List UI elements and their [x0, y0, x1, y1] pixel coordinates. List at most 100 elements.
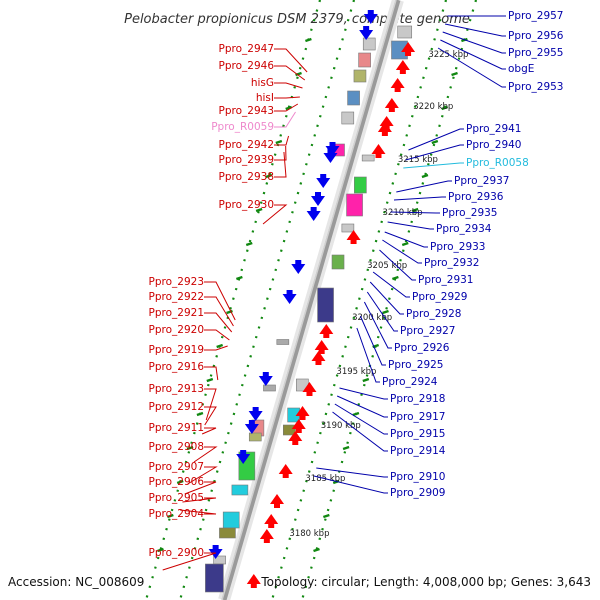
gene-label-ppro_2930[interactable]: Ppro_2930: [219, 199, 274, 211]
genome-summary-text: Topology: circular; Length: 4,008,000 bp…: [260, 575, 591, 589]
gene-label-ppro_2908[interactable]: Ppro_2908: [149, 441, 204, 453]
gene-block: [248, 432, 262, 442]
guide-tick: [411, 207, 419, 213]
label-leader-line: [334, 403, 388, 435]
genome-backbone: [221, 0, 401, 600]
gene-label-ppro_2929[interactable]: Ppro_2929: [412, 291, 467, 303]
gene-block: [276, 339, 290, 345]
gene-label-ppro_2923[interactable]: Ppro_2923: [149, 276, 204, 288]
guide-tick: [401, 241, 409, 247]
gene-label-hisg[interactable]: hisG: [251, 77, 274, 89]
gene-label-ppro_r0059[interactable]: Ppro_R0059: [211, 121, 274, 133]
gene-label-ppro_2924[interactable]: Ppro_2924: [382, 376, 438, 388]
gene-block: [397, 25, 413, 39]
gene-label-ppro_2918[interactable]: Ppro_2918: [390, 393, 445, 405]
track-guide-line: [270, 0, 448, 600]
accession-text: Accession: NC_008609: [8, 575, 144, 589]
gene-label-ppro_2922[interactable]: Ppro_2922: [149, 291, 204, 303]
forward-gene-arrow: [295, 406, 310, 420]
label-leader-line: [393, 196, 446, 201]
gene-block: [219, 527, 236, 539]
forward-gene-arrow: [401, 42, 416, 56]
gene-label-ppro_2936[interactable]: Ppro_2936: [448, 191, 504, 203]
gene-label-ppro_2942[interactable]: Ppro_2942: [219, 139, 274, 151]
label-leader-line: [396, 180, 452, 193]
label-leader-line: [440, 39, 506, 70]
gene-label-ppro_2933[interactable]: Ppro_2933: [430, 241, 485, 253]
gene-block: [331, 254, 345, 270]
gene-label-ppro_2938[interactable]: Ppro_2938: [219, 171, 274, 183]
gene-label-ppro_2947[interactable]: Ppro_2947: [219, 43, 274, 55]
scale-label: 3205 kbp: [367, 261, 407, 271]
track-guides: [144, 0, 478, 600]
label-leader-line: [180, 509, 217, 515]
gene-label-ppro_2909[interactable]: Ppro_2909: [390, 487, 445, 499]
gene-label-obge[interactable]: obgE: [508, 63, 534, 75]
gene-block: [205, 563, 224, 593]
gene-label-ppro_2955[interactable]: Ppro_2955: [508, 47, 563, 59]
gene-block: [353, 69, 367, 83]
gene-label-ppro_2925[interactable]: Ppro_2925: [388, 359, 443, 371]
label-leader-line: [184, 481, 217, 495]
label-leader-line: [274, 103, 299, 112]
gene-label-ppro_2927[interactable]: Ppro_2927: [400, 325, 455, 337]
forward-gene-arrow: [377, 122, 392, 136]
gene-label-ppro_2928[interactable]: Ppro_2928: [406, 308, 461, 320]
label-leader-line: [204, 296, 234, 327]
label-leader-line: [201, 427, 217, 435]
gene-label-ppro_2935[interactable]: Ppro_2935: [442, 207, 497, 219]
gene-label-ppro_2915[interactable]: Ppro_2915: [390, 428, 445, 440]
label-leader-line: [274, 151, 287, 178]
gene-label-hisi[interactable]: hisI: [256, 92, 274, 104]
gene-label-ppro_2914[interactable]: Ppro_2914: [390, 445, 446, 457]
label-leader-line: [204, 281, 236, 321]
gene-label-ppro_2913[interactable]: Ppro_2913: [149, 383, 204, 395]
gene-label-ppro_2916[interactable]: Ppro_2916: [149, 361, 205, 373]
guide-tick: [441, 105, 449, 111]
gene-label-ppro_2920[interactable]: Ppro_2920: [149, 324, 204, 336]
gene-block: [354, 176, 367, 194]
scale-label: 3190 kbp: [321, 421, 361, 431]
gene-label-ppro_2926[interactable]: Ppro_2926: [394, 342, 450, 354]
gene-label-ppro_2937[interactable]: Ppro_2937: [454, 175, 509, 187]
forward-gene-arrow: [319, 324, 334, 338]
gene-label-ppro_2906[interactable]: Ppro_2906: [149, 476, 205, 488]
label-leader-line: [384, 231, 428, 248]
label-leaders: [162, 15, 506, 571]
gene-label-ppro_2905[interactable]: Ppro_2905: [149, 492, 204, 504]
gene-label-ppro_2932[interactable]: Ppro_2932: [424, 257, 479, 269]
gene-label-ppro_2911[interactable]: Ppro_2911: [149, 422, 204, 434]
guide-tick: [332, 479, 340, 485]
gene-label-ppro_2934[interactable]: Ppro_2934: [436, 223, 492, 235]
gene-label-ppro_2931[interactable]: Ppro_2931: [418, 274, 473, 286]
gene-label-ppro_2943[interactable]: Ppro_2943: [219, 105, 274, 117]
gene-label-ppro_2946[interactable]: Ppro_2946: [219, 60, 275, 72]
label-leader-line: [193, 446, 218, 463]
gene-label-ppro_2957[interactable]: Ppro_2957: [508, 10, 563, 22]
reverse-gene-arrow: [236, 450, 251, 464]
label-leader-line: [390, 211, 440, 214]
gene-label-ppro_2956[interactable]: Ppro_2956: [508, 30, 564, 42]
label-leader-line: [359, 315, 386, 366]
gene-label-ppro_2940[interactable]: Ppro_2940: [466, 139, 521, 151]
gene-label-ppro_2941[interactable]: Ppro_2941: [466, 123, 521, 135]
track-guide-line: [144, 0, 322, 600]
gene-label-ppro_2921[interactable]: Ppro_2921: [149, 307, 204, 319]
gene-label-ppro_2912[interactable]: Ppro_2912: [149, 401, 204, 413]
guide-tick: [157, 547, 164, 553]
gene-label-ppro_2917[interactable]: Ppro_2917: [390, 411, 445, 423]
gene-label-ppro_2904[interactable]: Ppro_2904: [149, 508, 205, 520]
gene-label-ppro_r0058[interactable]: Ppro_R0058: [466, 157, 529, 169]
gene-label-ppro_2907[interactable]: Ppro_2907: [149, 461, 204, 473]
label-leader-line: [274, 96, 300, 99]
gene-label-ppro_2919[interactable]: Ppro_2919: [149, 344, 204, 356]
gene-label-ppro_2900[interactable]: Ppro_2900: [149, 547, 204, 559]
forward-gene-arrow: [270, 494, 284, 508]
label-leader-line: [274, 65, 306, 81]
gene-label-ppro_2953[interactable]: Ppro_2953: [508, 81, 563, 93]
forward-gene-arrow: [314, 340, 329, 354]
gene-label-ppro_2910[interactable]: Ppro_2910: [390, 471, 445, 483]
gene-label-ppro_2939[interactable]: Ppro_2939: [219, 154, 274, 166]
